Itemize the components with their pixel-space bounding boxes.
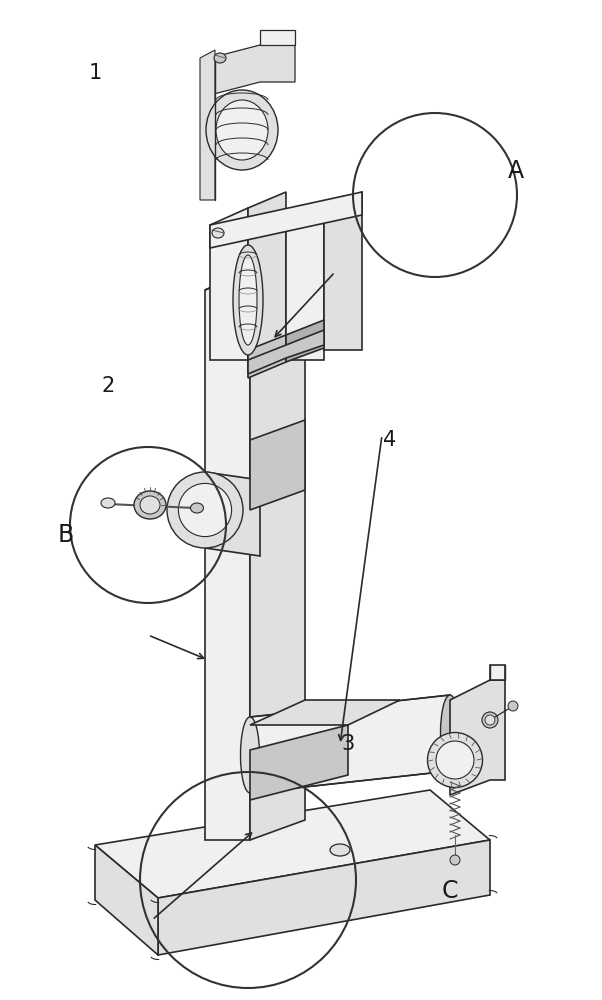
Ellipse shape [441, 695, 459, 771]
Polygon shape [250, 420, 305, 510]
Polygon shape [248, 330, 324, 374]
Polygon shape [210, 208, 248, 360]
Polygon shape [158, 840, 490, 955]
Polygon shape [286, 320, 324, 362]
Polygon shape [490, 665, 505, 680]
Ellipse shape [167, 472, 243, 548]
Ellipse shape [427, 732, 482, 788]
Ellipse shape [205, 827, 225, 839]
Polygon shape [248, 192, 286, 360]
Ellipse shape [233, 245, 263, 355]
Ellipse shape [450, 855, 460, 865]
Ellipse shape [508, 701, 518, 711]
Text: C: C [442, 879, 459, 903]
Polygon shape [250, 725, 348, 800]
Ellipse shape [216, 100, 268, 160]
Polygon shape [250, 700, 400, 725]
Ellipse shape [190, 503, 203, 513]
Text: 1: 1 [88, 63, 102, 83]
Polygon shape [95, 790, 490, 898]
Polygon shape [286, 208, 324, 360]
Polygon shape [260, 30, 295, 45]
Polygon shape [210, 45, 295, 95]
Polygon shape [95, 845, 158, 955]
Text: B: B [58, 523, 74, 547]
Ellipse shape [206, 90, 278, 170]
Ellipse shape [101, 498, 115, 508]
Ellipse shape [330, 844, 350, 856]
Polygon shape [205, 270, 250, 840]
Ellipse shape [241, 717, 259, 793]
Ellipse shape [436, 741, 474, 779]
Ellipse shape [178, 483, 232, 537]
Text: A: A [508, 159, 524, 183]
Ellipse shape [239, 255, 257, 345]
Polygon shape [200, 50, 215, 200]
Ellipse shape [140, 496, 160, 514]
Polygon shape [248, 335, 286, 378]
Ellipse shape [134, 491, 166, 519]
Ellipse shape [212, 228, 224, 238]
Polygon shape [250, 695, 450, 793]
Text: 2: 2 [101, 376, 114, 396]
Ellipse shape [485, 715, 495, 725]
Polygon shape [324, 192, 362, 350]
Polygon shape [205, 250, 305, 290]
Text: 4: 4 [383, 430, 397, 450]
Ellipse shape [214, 53, 226, 63]
Ellipse shape [482, 712, 498, 728]
Text: 3: 3 [341, 734, 355, 754]
Polygon shape [450, 680, 505, 795]
Polygon shape [210, 192, 362, 248]
Polygon shape [205, 472, 260, 556]
Polygon shape [250, 250, 305, 840]
